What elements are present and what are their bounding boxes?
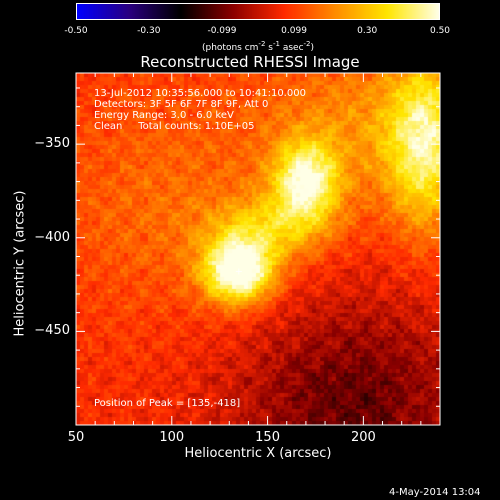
colorbar-tick-label: -0.30 — [137, 26, 161, 36]
y-tick-label: −350 — [34, 136, 70, 152]
y-tick-label: −400 — [34, 229, 70, 245]
colorbar-tick-label: 0.50 — [429, 26, 451, 36]
chart-title: Reconstructed RHESSI Image — [140, 53, 360, 71]
annotation-time: 13-Jul-2012 10:35:56.000 to 10:41:10.000 — [94, 88, 306, 99]
y-tick-label: −450 — [34, 323, 70, 339]
x-tick-label: 200 — [350, 430, 376, 445]
colorbar-tick-label: -0.099 — [207, 26, 237, 36]
colorbar — [76, 3, 440, 20]
heatmap-image — [76, 73, 440, 425]
footer-date: 4-May-2014 13:04 — [389, 487, 481, 498]
annotation-detectors: Detectors: 3F 5F 6F 7F 8F 9F, Att 0 — [94, 99, 269, 110]
colorbar-tick-label: 0.30 — [357, 26, 378, 36]
x-tick-label: 50 — [67, 430, 85, 445]
colorbar-units: (photons cm-2 s-1 asec-2) — [201, 40, 315, 53]
x-tick-label: 100 — [159, 430, 185, 445]
x-axis-label: Heliocentric X (arcsec) — [184, 446, 332, 461]
x-tick-label: 150 — [255, 430, 280, 445]
annotation-energy: Energy Range: 3.0 - 6.0 keV — [94, 110, 234, 121]
colorbar-tick-label: -0.50 — [64, 26, 88, 36]
y-axis-label: Heliocentric Y (arcsec) — [12, 190, 28, 337]
annotation-clean-counts: Clean Total counts: 1.10E+05 — [94, 121, 255, 132]
plot-frame — [75, 72, 441, 426]
peak-position-label: Position of Peak = [135,-418] — [94, 398, 241, 409]
colorbar-tick-label: 0.099 — [281, 26, 307, 36]
